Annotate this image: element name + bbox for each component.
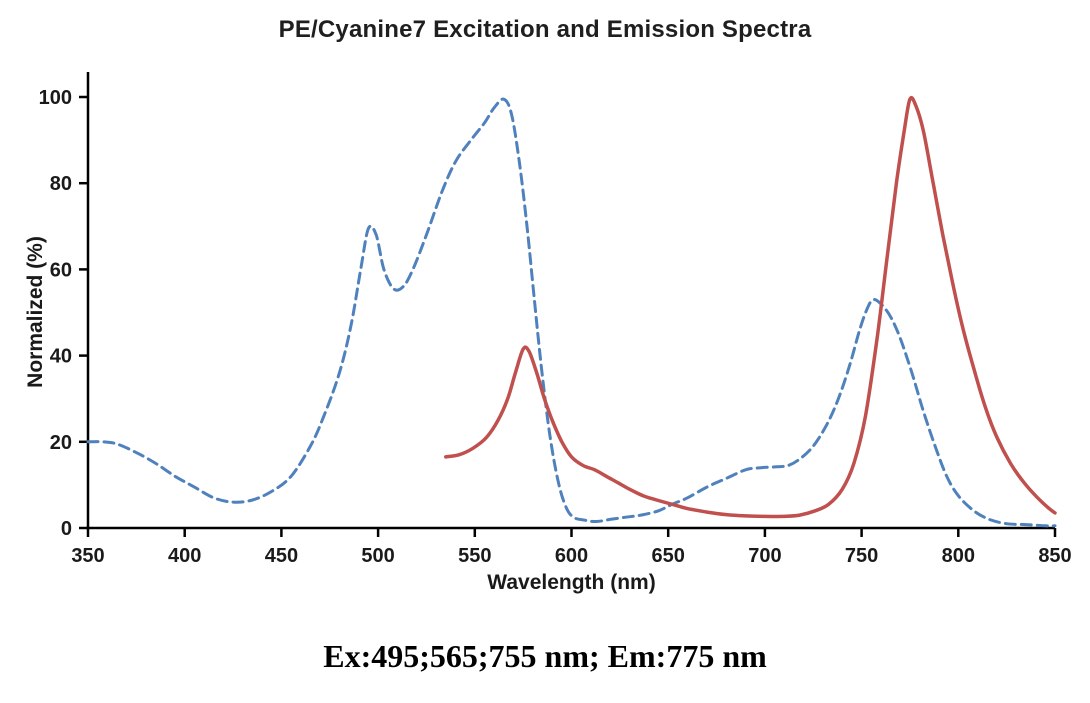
y-tick-label: 20 [50, 432, 72, 454]
x-tick-label: 600 [555, 545, 588, 567]
x-tick-label: 800 [942, 545, 975, 567]
x-axis-label: Wavelength (nm) [487, 571, 656, 594]
y-tick-label: 40 [50, 346, 72, 368]
y-tick-label: 0 [61, 518, 72, 540]
x-tick-label: 450 [265, 545, 298, 567]
x-tick-label: 850 [1038, 545, 1071, 567]
x-tick-label: 750 [845, 545, 878, 567]
x-tick-label: 650 [652, 545, 685, 567]
x-tick-label: 350 [71, 545, 104, 567]
y-tick-label: 80 [50, 173, 72, 195]
peaks-caption: Ex:495;565;755 nm; Em:775 nm [323, 638, 767, 674]
excitation-curve [86, 97, 1057, 528]
chart-title: PE/Cyanine7 Excitation and Emission Spec… [278, 16, 812, 43]
y-tick-label: 100 [39, 87, 72, 109]
x-tick-label: 400 [168, 545, 201, 567]
y-tick-label: 60 [50, 259, 72, 281]
emission-curve [444, 95, 1057, 519]
x-tick-label: 700 [748, 545, 781, 567]
x-tick-label: 500 [361, 545, 394, 567]
x-tick-label: 550 [458, 545, 491, 567]
